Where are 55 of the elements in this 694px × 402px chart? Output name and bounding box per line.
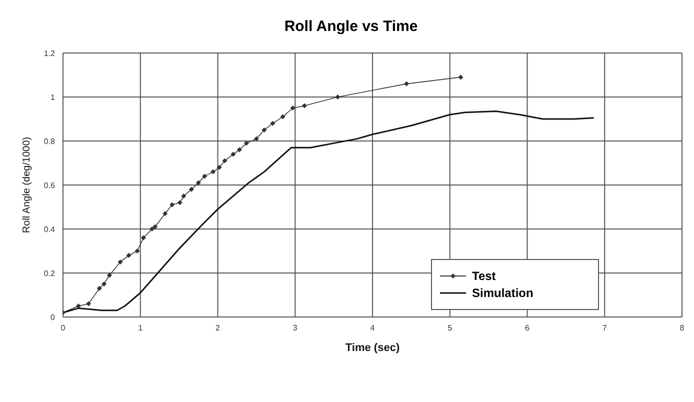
point — [162, 211, 168, 216]
point — [270, 120, 276, 126]
point — [236, 147, 242, 152]
point — [96, 286, 102, 291]
point — [230, 152, 236, 157]
point — [118, 260, 123, 264]
legend-label: Simulation — [472, 286, 534, 300]
point — [404, 81, 410, 86]
point — [290, 106, 296, 110]
x-axis-title: Time (sec) — [345, 342, 400, 354]
point — [152, 224, 158, 230]
x-tick-label: 3 — [292, 324, 298, 333]
legend-label: Test — [472, 269, 496, 283]
point — [76, 304, 81, 308]
point — [244, 140, 249, 146]
point — [188, 186, 194, 192]
point — [196, 180, 201, 186]
point — [106, 272, 112, 278]
x-tick-label: 7 — [602, 324, 608, 333]
point — [86, 301, 92, 306]
point — [202, 174, 208, 179]
y-tick-label: 0 — [50, 312, 56, 322]
x-tick-label: 1 — [138, 324, 144, 333]
x-tick-label: 5 — [448, 324, 453, 333]
point — [149, 226, 154, 232]
point — [302, 103, 307, 108]
y-tick-label: 1.2 — [44, 48, 56, 58]
point — [210, 169, 216, 174]
point — [181, 194, 186, 198]
point — [222, 158, 228, 164]
y-tick-label: 0.6 — [44, 180, 56, 190]
x-tick-label: 8 — [680, 324, 685, 333]
x-tick-label: 6 — [525, 324, 530, 333]
y-tick-label: 1 — [50, 92, 56, 102]
point — [216, 164, 222, 170]
point — [280, 114, 286, 120]
point — [170, 202, 175, 208]
y-axis-title: Roll Angle (deg/1000) — [22, 136, 33, 234]
x-tick-label: 0 — [60, 324, 66, 333]
point — [134, 248, 140, 254]
x-tick-label: 2 — [216, 324, 221, 333]
y-tick-label: 0.4 — [44, 224, 56, 234]
y-tick-label: 0.2 — [44, 268, 56, 278]
chart-title: Roll Angle vs Time — [283, 18, 419, 35]
point — [126, 252, 132, 258]
point — [140, 235, 146, 240]
point — [254, 136, 259, 142]
point — [458, 74, 464, 80]
line-series — [63, 110, 595, 314]
point — [262, 128, 267, 132]
point — [177, 200, 182, 206]
point — [102, 282, 107, 286]
y-tick-label: 0.8 — [44, 136, 56, 146]
point — [335, 94, 340, 100]
x-tick-label: 4 — [370, 324, 376, 333]
